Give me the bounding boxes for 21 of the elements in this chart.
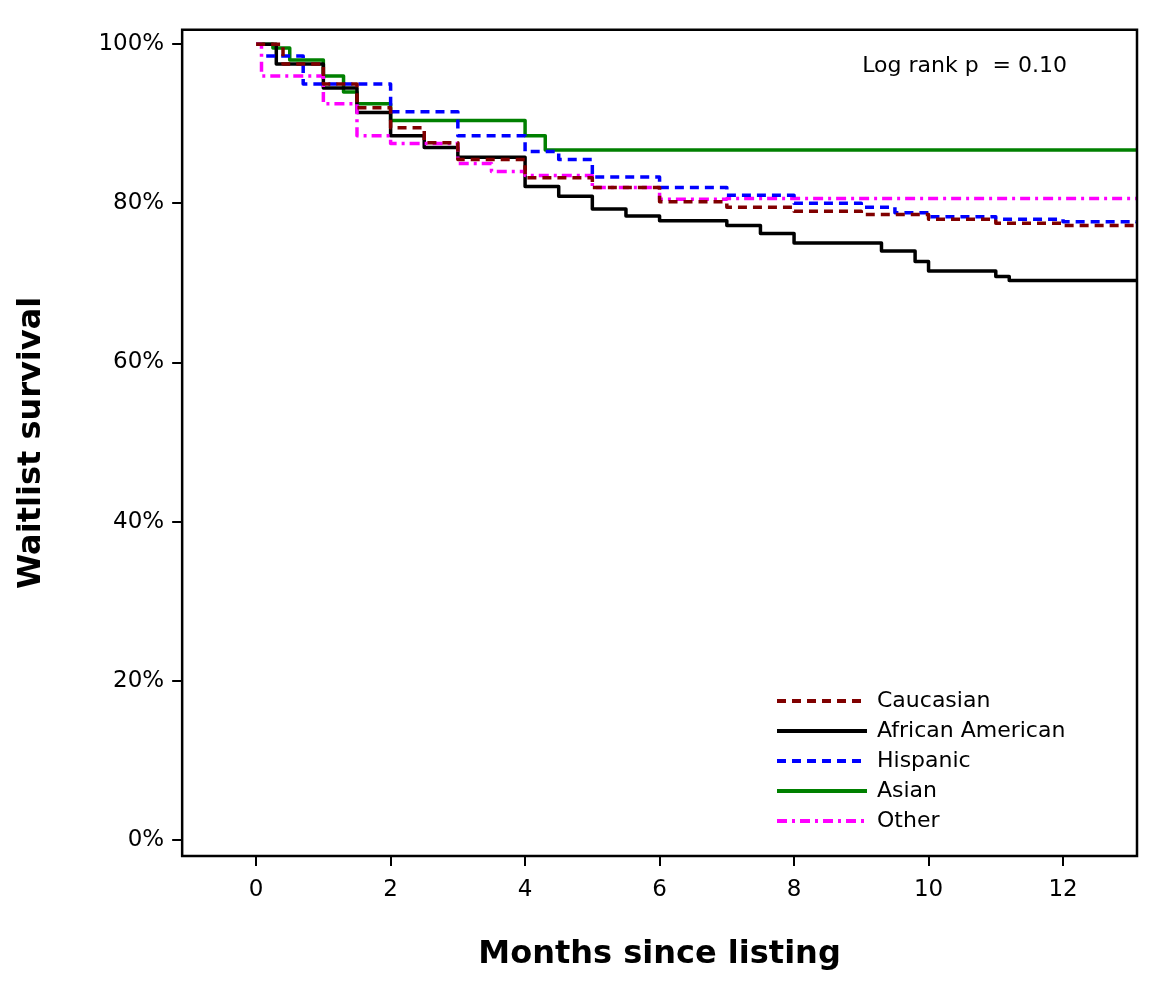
x-tick-label: 10 — [913, 874, 944, 901]
y-tick-label: 40% — [113, 506, 165, 533]
legend-label: Other — [877, 806, 941, 832]
y-tick-label: 0% — [127, 825, 165, 852]
y-tick-label: 100% — [98, 29, 165, 56]
annotation: Log rank p = 0.10 — [862, 51, 1067, 77]
x-tick-label: 0 — [248, 874, 264, 901]
x-tick-label: 2 — [383, 874, 398, 901]
x-tick-label: 4 — [517, 874, 533, 901]
y-tick-label: 60% — [113, 347, 165, 374]
x-axis-title: Months since listing — [478, 933, 841, 972]
x-tick-label: 8 — [786, 874, 802, 901]
legend-label: Hispanic — [877, 746, 971, 772]
x-tick-label: 12 — [1048, 874, 1078, 901]
legend-label: Asian — [877, 776, 938, 802]
y-tick-label: 20% — [113, 665, 165, 692]
y-tick-label: 80% — [113, 188, 165, 215]
x-tick-label: 6 — [652, 874, 667, 901]
legend-label: Caucasian — [877, 686, 991, 712]
y-axis-title: Waitlist survival — [9, 296, 48, 590]
legend-label: African American — [877, 716, 1066, 742]
